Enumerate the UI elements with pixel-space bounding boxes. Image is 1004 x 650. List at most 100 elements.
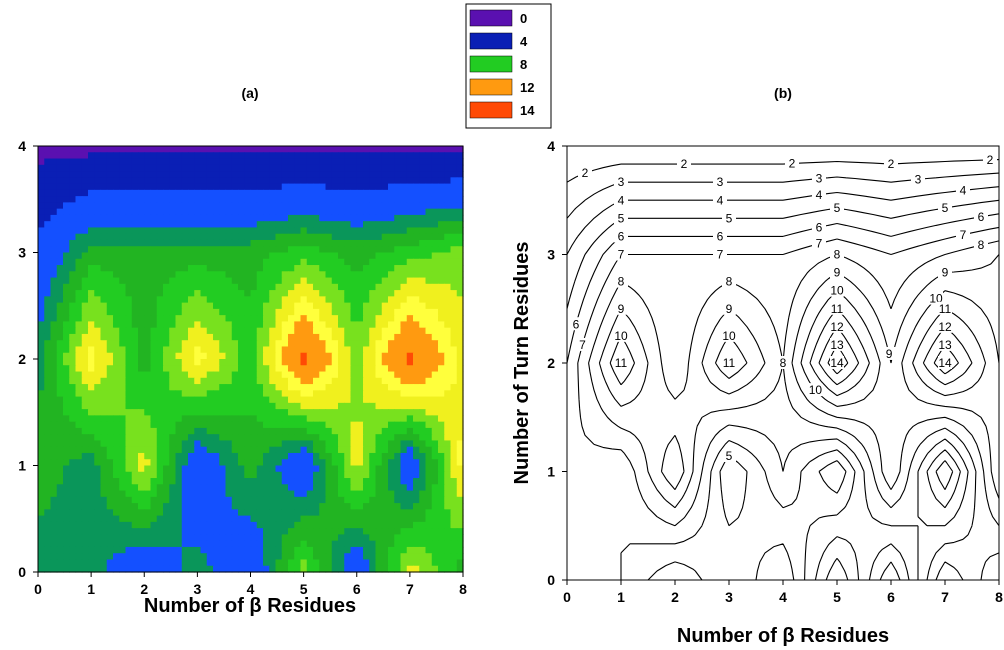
- heatmap-cell: [131, 484, 139, 492]
- heatmap-cell: [419, 565, 427, 573]
- heatmap-cell: [238, 509, 245, 517]
- heatmap-cell: [413, 321, 420, 329]
- contour-label: 2: [987, 153, 994, 167]
- heatmap-cell: [200, 390, 208, 398]
- heatmap-cell: [444, 540, 452, 548]
- heatmap-cell: [188, 346, 195, 354]
- heatmap-cell: [300, 452, 308, 460]
- heatmap-cell: [181, 365, 189, 373]
- heatmap-cell: [381, 327, 389, 335]
- heatmap-cell: [363, 252, 370, 260]
- heatmap-cell: [100, 465, 108, 473]
- heatmap-cell: [400, 396, 408, 404]
- heatmap-cell: [281, 528, 289, 536]
- heatmap-cell: [206, 446, 214, 454]
- heatmap-cell: [438, 471, 445, 479]
- heatmap-cell: [313, 365, 320, 373]
- heatmap-cell: [125, 452, 133, 460]
- heatmap-cell: [394, 359, 402, 366]
- heatmap-cell: [350, 265, 358, 272]
- heatmap-cell: [213, 277, 220, 285]
- heatmap-cell: [63, 227, 70, 235]
- heatmap-cell: [188, 327, 195, 335]
- heatmap-cell: [188, 377, 195, 385]
- heatmap-cell: [350, 221, 358, 229]
- heatmap-cell: [163, 390, 170, 398]
- heatmap-cell: [231, 252, 239, 260]
- heatmap-cell: [325, 196, 333, 203]
- heatmap-cell: [194, 452, 202, 460]
- heatmap-cell: [244, 515, 252, 523]
- heatmap-cell: [50, 496, 58, 504]
- heatmap-cell: [156, 246, 164, 254]
- heatmap-cell: [419, 496, 427, 504]
- heatmap-cell: [44, 503, 52, 510]
- heatmap-cell: [338, 302, 345, 310]
- heatmap-cell: [394, 427, 402, 435]
- heatmap-cell: [344, 146, 352, 153]
- heatmap-cell: [88, 559, 95, 567]
- heatmap-cell: [75, 540, 83, 548]
- heatmap-cell: [150, 352, 158, 360]
- heatmap-cell: [288, 152, 295, 160]
- heatmap-cell: [275, 327, 283, 335]
- heatmap-cell: [181, 377, 189, 385]
- heatmap-cell: [44, 484, 52, 492]
- heatmap-cell: [413, 459, 420, 467]
- heatmap-cell: [106, 459, 114, 467]
- heatmap-cell: [325, 421, 333, 429]
- heatmap-cell: [156, 333, 164, 341]
- heatmap-cell: [188, 221, 195, 229]
- heatmap-cell: [406, 214, 414, 222]
- heatmap-cell: [219, 359, 227, 366]
- heatmap-cell: [150, 258, 158, 266]
- heatmap-cell: [419, 202, 427, 210]
- heatmap-cell: [81, 327, 89, 335]
- heatmap-cell: [375, 471, 383, 479]
- heatmap-cell: [388, 352, 395, 360]
- heatmap-cell: [219, 271, 227, 279]
- heatmap-cell: [369, 459, 377, 467]
- heatmap-cell: [263, 534, 270, 542]
- heatmap-cell: [350, 308, 358, 316]
- heatmap-cell: [325, 189, 333, 197]
- heatmap-cell: [106, 258, 114, 266]
- heatmap-cell: [444, 177, 452, 185]
- heatmap-cell: [288, 352, 295, 360]
- heatmap-cell: [425, 546, 433, 554]
- heatmap-cell: [388, 333, 395, 341]
- heatmap-cell: [281, 509, 289, 517]
- heatmap-cell: [106, 402, 114, 410]
- heatmap-cell: [406, 202, 414, 210]
- heatmap-cell: [381, 252, 389, 260]
- heatmap-cell: [125, 277, 133, 285]
- heatmap-cell: [81, 208, 89, 216]
- heatmap-cell: [75, 227, 83, 235]
- heatmap-cell: [244, 452, 252, 460]
- heatmap-cell: [413, 490, 420, 498]
- heatmap-cell: [394, 415, 402, 423]
- heatmap-cell: [38, 509, 45, 517]
- heatmap-cell: [369, 296, 377, 304]
- heatmap-cell: [356, 365, 364, 373]
- heatmap-cell: [200, 352, 208, 360]
- heatmap-cell: [356, 440, 364, 448]
- heatmap-cell: [244, 534, 252, 542]
- heatmap-cell: [163, 528, 170, 536]
- contour-label: 4: [816, 188, 823, 202]
- heatmap-cell: [331, 290, 339, 297]
- heatmap-cell: [238, 208, 245, 216]
- heatmap-cell: [200, 265, 208, 272]
- heatmap-cell: [413, 290, 420, 297]
- heatmap-cell: [319, 396, 327, 404]
- heatmap-cell: [406, 265, 414, 272]
- contour-label: 6: [717, 229, 724, 243]
- heatmap-cell: [444, 384, 452, 391]
- heatmap-cell: [88, 434, 95, 442]
- heatmap-cell: [131, 327, 139, 335]
- heatmap-cell: [456, 540, 464, 548]
- heatmap-cell: [113, 471, 120, 479]
- heatmap-cell: [425, 421, 433, 429]
- heatmap-cell: [75, 252, 83, 260]
- heatmap-cell: [425, 208, 433, 216]
